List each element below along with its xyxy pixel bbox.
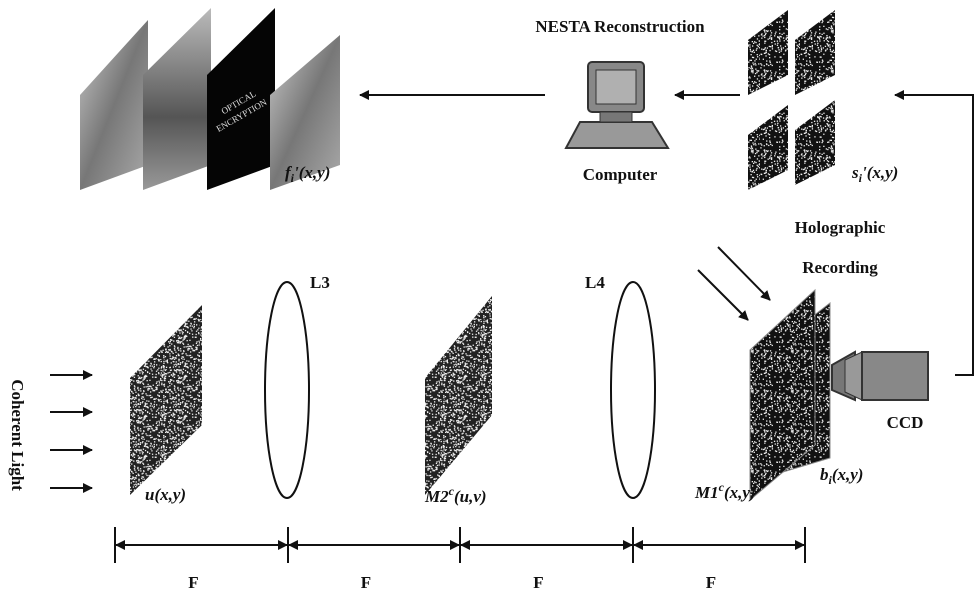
recording-label: Holographic (795, 218, 886, 237)
lens (265, 282, 309, 498)
hologram (748, 10, 788, 95)
image (80, 20, 148, 190)
mask-plane (425, 296, 492, 495)
mask-plane (750, 290, 815, 500)
hologram (748, 105, 788, 190)
hologram (795, 10, 835, 95)
distance-label: F (706, 573, 716, 592)
image (143, 8, 211, 190)
distance-label: F (188, 573, 198, 592)
plane-label: M1c(x,y) (694, 480, 756, 502)
camera-label: CCD (887, 413, 924, 432)
captured-label: si'(x,y) (851, 163, 898, 185)
arrow (698, 270, 748, 320)
lens (611, 282, 655, 498)
computer-icon (566, 62, 668, 148)
hologram (795, 100, 835, 185)
source-label: Coherent Light (8, 379, 27, 491)
lens-label: L3 (310, 273, 330, 292)
computer-label: Computer (583, 165, 658, 184)
plane-label: bi(x,y) (820, 465, 863, 487)
feedback-arrow (895, 95, 973, 375)
diagram: OPTICAL ENCRYPTION fi'(x,y) NESTA Recons… (0, 0, 975, 597)
arrow (718, 247, 770, 300)
plane-label: M2c(u,v) (424, 484, 487, 506)
lens-label: L4 (585, 273, 605, 292)
plane-label: u(x,y) (145, 485, 186, 504)
captured-holograms (748, 10, 835, 190)
input-plane (130, 305, 202, 495)
distance-label: F (533, 573, 543, 592)
title: NESTA Reconstruction (535, 17, 705, 36)
ccd-icon (832, 352, 928, 400)
recording-label: Recording (802, 258, 878, 277)
distance-label: F (361, 573, 371, 592)
